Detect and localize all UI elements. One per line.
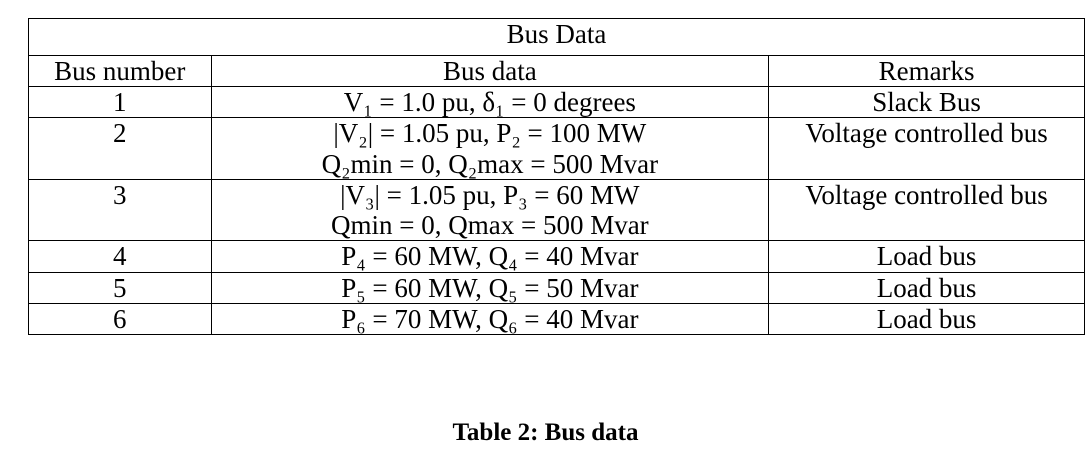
bus-data-line: Q₂min = 0, Q₂max = 500 Mvar	[321, 148, 659, 179]
table-row: 6 P₆ = 70 MW, Q₆ = 40 Mvar Load bus	[28, 302, 1085, 336]
bus-data-line: P₆ = 70 MW, Q₆ = 40 Mvar	[341, 303, 639, 334]
bus-number-cell: 1	[28, 86, 212, 119]
table-row: 1 V₁ = 1.0 pu, δ₁ = 0 degrees Slack Bus	[28, 86, 1085, 119]
table-row: 3 |V₃| = 1.05 pu, P₃ = 60 MW Qmin = 0, Q…	[28, 178, 1085, 242]
bus-data-cell: P₆ = 70 MW, Q₆ = 40 Mvar	[210, 302, 770, 336]
bus-data-cell: |V₂| = 1.05 pu, P₂ = 100 MW Q₂min = 0, Q…	[210, 117, 770, 180]
bus-data-cell: P₅ = 60 MW, Q₅ = 50 Mvar	[210, 271, 770, 304]
bus-data-line: |V₂| = 1.05 pu, P₂ = 100 MW	[333, 118, 647, 149]
table-caption: Table 2: Bus data	[452, 419, 639, 446]
bus-data-line: Qmin = 0, Qmax = 500 Mvar	[331, 210, 649, 241]
table-title: Bus Data	[28, 18, 1085, 56]
header-remarks: Remarks	[768, 54, 1085, 88]
remark-cell: Load bus	[768, 240, 1085, 273]
bus-data-line: P₅ = 60 MW, Q₅ = 50 Mvar	[341, 272, 639, 303]
bus-data-line: V₁ = 1.0 pu, δ₁ = 0 degrees	[343, 87, 636, 118]
bus-data-line: P₄ = 60 MW, Q₄ = 40 Mvar	[341, 241, 639, 272]
remark-cell: Voltage controlled bus	[768, 178, 1085, 242]
bus-data-cell: V₁ = 1.0 pu, δ₁ = 0 degrees	[210, 86, 770, 119]
bus-data-cell: |V₃| = 1.05 pu, P₃ = 60 MW Qmin = 0, Qma…	[210, 178, 770, 242]
bus-number-cell: 4	[28, 240, 212, 273]
bus-number-cell: 6	[28, 302, 212, 336]
remark-cell: Slack Bus	[768, 86, 1085, 119]
table-row: 5 P₅ = 60 MW, Q₅ = 50 Mvar Load bus	[28, 271, 1085, 304]
remark-cell: Load bus	[768, 302, 1085, 336]
bus-number-cell: 5	[28, 271, 212, 304]
header-bus-number: Bus number	[28, 54, 212, 88]
table-row: 2 |V₂| = 1.05 pu, P₂ = 100 MW Q₂min = 0,…	[28, 117, 1085, 180]
bus-number-cell: 2	[28, 117, 212, 180]
remark-cell: Load bus	[768, 271, 1085, 304]
bus-data-line: |V₃| = 1.05 pu, P₃ = 60 MW	[340, 179, 640, 210]
bus-number-cell: 3	[28, 178, 212, 242]
bus-data-cell: P₄ = 60 MW, Q₄ = 40 Mvar	[210, 240, 770, 273]
table-row: 4 P₄ = 60 MW, Q₄ = 40 Mvar Load bus	[28, 240, 1085, 273]
remark-cell: Voltage controlled bus	[768, 117, 1085, 180]
header-bus-data: Bus data	[210, 54, 770, 88]
bus-data-table: Bus Data Bus number Bus data Remarks 1 V…	[28, 18, 1085, 336]
